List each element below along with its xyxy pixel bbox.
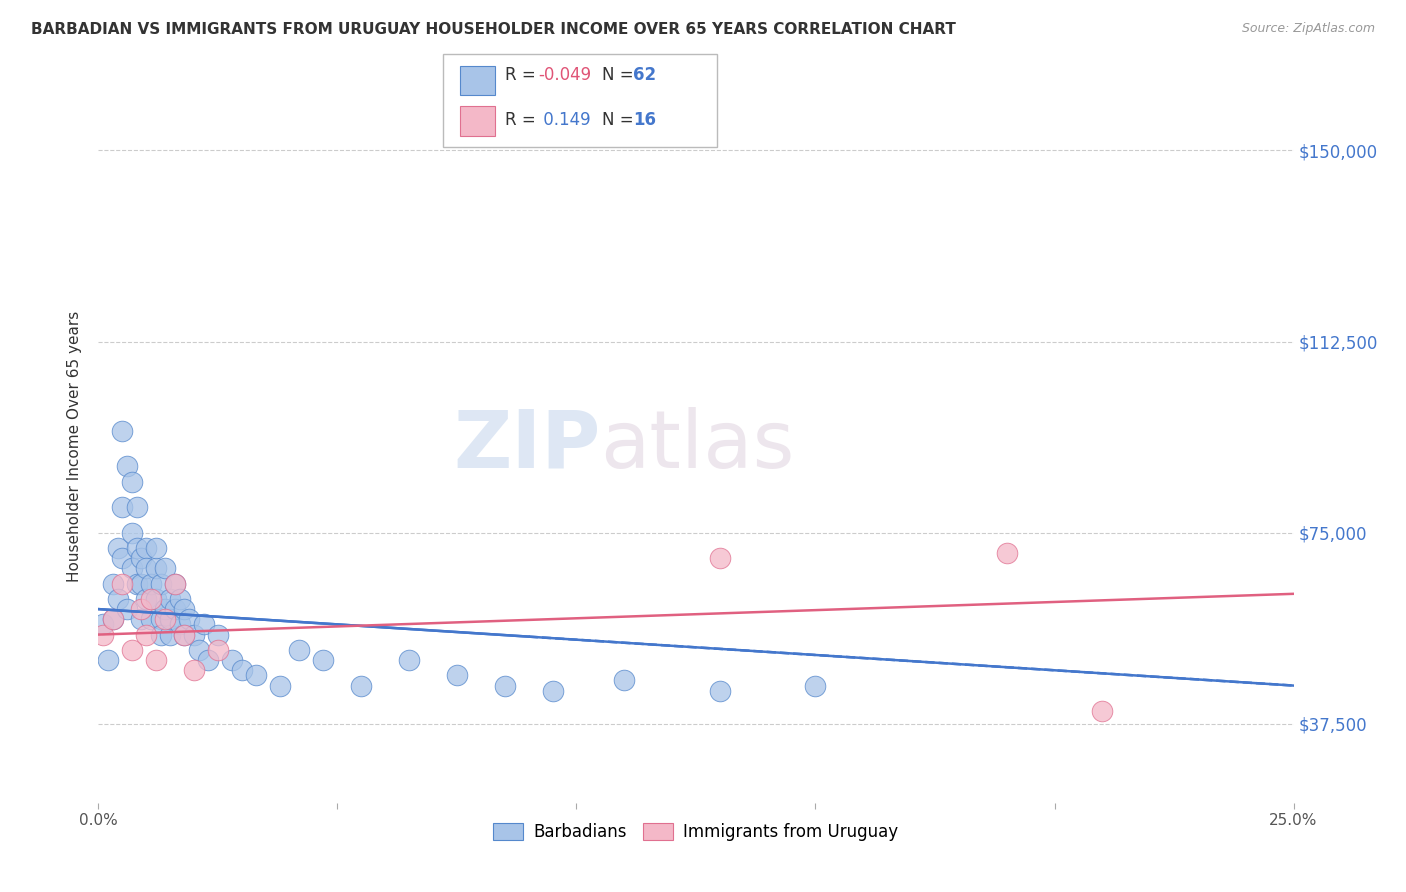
Point [125, 500, 148, 515]
Point [101, 576, 124, 591]
Point [145, 653, 167, 667]
Point [269, 679, 291, 693]
Text: 16: 16 [633, 112, 655, 129]
Point [709, 683, 731, 698]
Point [91, 617, 114, 632]
Point [149, 627, 172, 641]
Point [541, 683, 564, 698]
Text: -0.049: -0.049 [538, 66, 592, 84]
Point [125, 576, 148, 591]
Point [101, 612, 124, 626]
Point [111, 500, 134, 515]
Point [179, 612, 201, 626]
Point [139, 591, 162, 606]
Point [159, 591, 181, 606]
Point [173, 602, 195, 616]
Point [111, 424, 134, 438]
Point [155, 561, 177, 575]
Point [163, 602, 186, 616]
Point [163, 576, 186, 591]
Point [804, 679, 827, 693]
Text: R =: R = [505, 112, 541, 129]
Point [139, 576, 162, 591]
Point [135, 561, 157, 575]
Point [121, 561, 143, 575]
Point [145, 541, 167, 555]
Legend: Barbadians, Immigrants from Uruguay: Barbadians, Immigrants from Uruguay [486, 816, 905, 848]
Text: 0.149: 0.149 [538, 112, 591, 129]
Point [135, 627, 157, 641]
Point [107, 591, 129, 606]
Point [135, 591, 157, 606]
Point [125, 541, 148, 555]
Point [995, 546, 1018, 560]
Point [97, 653, 120, 667]
Point [169, 591, 191, 606]
Point [183, 663, 205, 677]
Point [155, 612, 177, 626]
Text: N =: N = [602, 66, 638, 84]
Point [139, 612, 162, 626]
Text: 62: 62 [633, 66, 655, 84]
Text: BARBADIAN VS IMMIGRANTS FROM URUGUAY HOUSEHOLDER INCOME OVER 65 YEARS CORRELATIO: BARBADIAN VS IMMIGRANTS FROM URUGUAY HOU… [31, 22, 956, 37]
Point [221, 653, 243, 667]
Point [111, 576, 134, 591]
Point [613, 673, 636, 688]
Text: Source: ZipAtlas.com: Source: ZipAtlas.com [1241, 22, 1375, 36]
Point [121, 643, 143, 657]
Point [101, 612, 124, 626]
Point [159, 612, 181, 626]
Point [207, 643, 229, 657]
Point [350, 679, 373, 693]
Point [446, 668, 468, 682]
Point [111, 551, 134, 566]
Point [288, 643, 311, 657]
Point [312, 653, 335, 667]
Point [121, 475, 143, 489]
Point [709, 551, 731, 566]
Point [173, 627, 195, 641]
Point [183, 627, 205, 641]
Point [187, 643, 209, 657]
Point [149, 576, 172, 591]
Point [207, 627, 229, 641]
Point [494, 679, 516, 693]
Point [169, 617, 191, 632]
Point [91, 627, 114, 641]
Point [231, 663, 253, 677]
Point [121, 525, 143, 540]
Y-axis label: Householder Income Over 65 years: Householder Income Over 65 years [67, 310, 83, 582]
Point [149, 612, 172, 626]
Point [1091, 704, 1114, 718]
Point [131, 551, 153, 566]
Point [159, 627, 181, 641]
Text: R =: R = [505, 66, 541, 84]
Point [163, 576, 186, 591]
Point [145, 561, 167, 575]
Point [145, 591, 167, 606]
Text: ZIP: ZIP [453, 407, 600, 485]
Point [197, 653, 219, 667]
Point [398, 653, 420, 667]
Point [115, 602, 138, 616]
Point [135, 541, 157, 555]
Point [115, 459, 138, 474]
Text: N =: N = [602, 112, 638, 129]
Point [131, 612, 153, 626]
Point [107, 541, 129, 555]
Point [131, 602, 153, 616]
Text: atlas: atlas [600, 407, 794, 485]
Point [155, 602, 177, 616]
Point [193, 617, 215, 632]
Point [245, 668, 267, 682]
Point [131, 576, 153, 591]
Point [173, 627, 195, 641]
